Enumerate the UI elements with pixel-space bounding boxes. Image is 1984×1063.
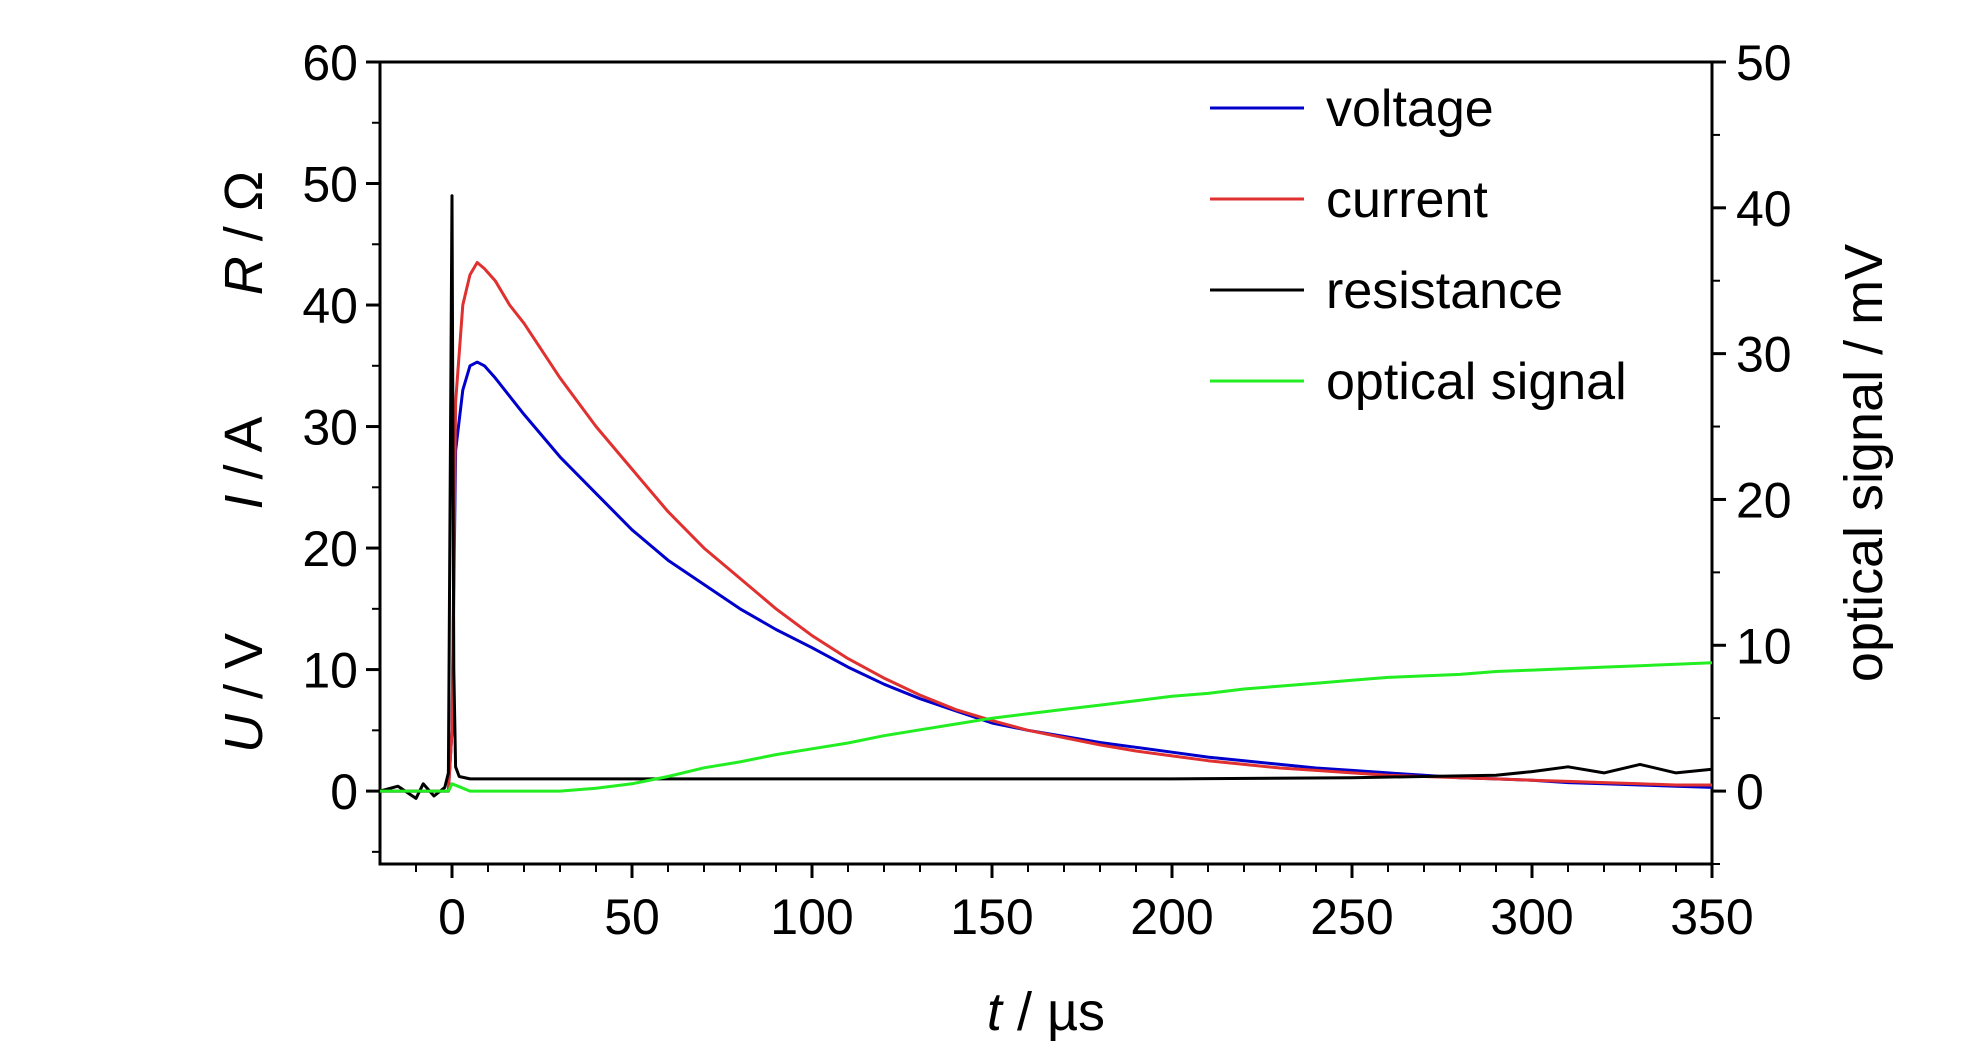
legend: voltage current resistance optical signal bbox=[1210, 80, 1627, 411]
y-right-tick-label: 50 bbox=[1736, 35, 1792, 91]
svg-text:I / A: I / A bbox=[214, 416, 274, 509]
series-line-optical-signal bbox=[380, 661, 1713, 793]
legend-label: current bbox=[1326, 171, 1488, 229]
x-tick-label: 150 bbox=[950, 889, 1033, 945]
y-left-tick-label: 30 bbox=[302, 400, 358, 456]
legend-label: resistance bbox=[1326, 262, 1563, 320]
left-axis-title: U / V I / A R / Ω bbox=[214, 171, 274, 753]
y-right-tick-label: 10 bbox=[1736, 618, 1792, 674]
axes-layer: 0 50 100 150 200 250 300 350 0 10 20 30 40 50 60 0 10 20 3… bbox=[302, 35, 1791, 945]
series-line-voltage bbox=[380, 360, 1713, 793]
x-tick-label: 250 bbox=[1310, 889, 1393, 945]
series-line-resistance bbox=[379, 194, 1713, 800]
x-axis-title: t / µs bbox=[987, 982, 1105, 1042]
plot-frame bbox=[378, 60, 1714, 866]
y-right-tick-label: 40 bbox=[1736, 181, 1792, 237]
series-layer bbox=[379, 194, 1713, 800]
y-right-tick-label: 30 bbox=[1736, 327, 1792, 383]
x-tick-label: 50 bbox=[604, 889, 660, 945]
y-right-tick-label: 0 bbox=[1736, 764, 1764, 820]
y-left-tick-label: 40 bbox=[302, 278, 358, 334]
x-tick-label: 100 bbox=[770, 889, 853, 945]
svg-text:U / V: U / V bbox=[214, 633, 274, 753]
x-tick-label: 300 bbox=[1490, 889, 1573, 945]
right-axis-title: optical signal / mV bbox=[1834, 244, 1894, 682]
legend-label: optical signal bbox=[1326, 353, 1627, 411]
legend-label: voltage bbox=[1326, 80, 1494, 138]
y-left-tick-label: 10 bbox=[302, 643, 358, 699]
y-left-tick-label: 60 bbox=[302, 35, 358, 91]
x-tick-label: 200 bbox=[1130, 889, 1213, 945]
svg-text:R / Ω: R / Ω bbox=[214, 171, 274, 295]
y-right-tick-label: 20 bbox=[1736, 472, 1792, 528]
y-left-tick-label: 20 bbox=[302, 521, 358, 577]
y-left-tick-label: 0 bbox=[330, 764, 358, 820]
y-left-tick-label: 50 bbox=[302, 157, 358, 213]
x-tick-label: 0 bbox=[438, 889, 466, 945]
x-tick-label: 350 bbox=[1670, 889, 1753, 945]
